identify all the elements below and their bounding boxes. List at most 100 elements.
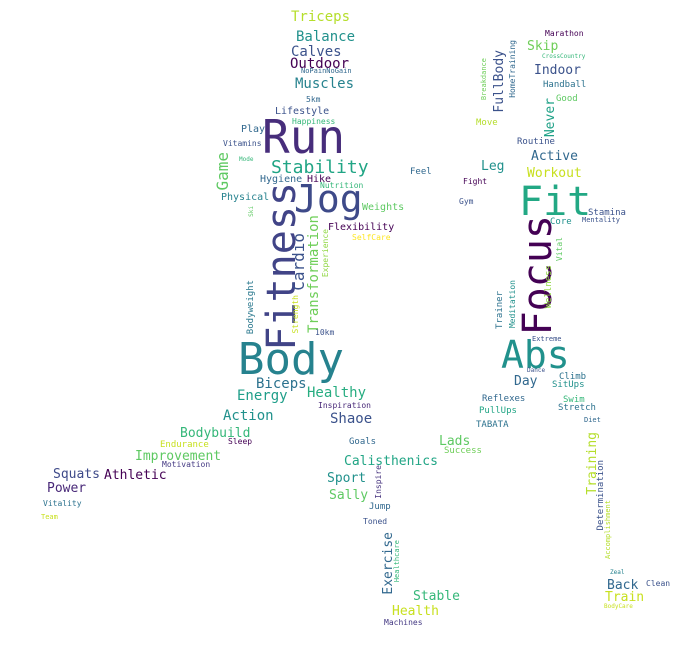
- word-10km: 10km: [315, 328, 335, 337]
- word-day: Day: [514, 374, 538, 389]
- word-outdoor: Outdoor: [290, 56, 350, 72]
- word-swim: Swim: [563, 395, 585, 405]
- word-happiness: Happiness: [292, 117, 336, 126]
- word-improvement: Improvement: [135, 449, 222, 464]
- word-feel: Feel: [410, 167, 432, 177]
- word-motivation: Motivation: [162, 460, 211, 469]
- word-sport: Sport: [327, 471, 367, 486]
- word-handball: Handball: [543, 80, 587, 90]
- word-fight: Fight: [463, 177, 488, 186]
- word-endurance: Endurance: [160, 440, 209, 450]
- word-action: Action: [223, 408, 274, 424]
- word-lifestyle: Lifestyle: [275, 106, 330, 117]
- word-fit: Fit: [519, 179, 592, 225]
- word-flexibility: Flexibility: [328, 222, 395, 233]
- word-ski: Ski: [248, 206, 255, 217]
- word-balance: Balance: [296, 29, 356, 45]
- word-calves: Calves: [291, 44, 342, 60]
- word-energy: Energy: [237, 388, 288, 404]
- word-accomplishment: Accomplishment: [604, 500, 612, 560]
- word-power: Power: [47, 481, 87, 496]
- word-nutrition: Nutrition: [320, 181, 364, 190]
- word-physical: Physical: [221, 192, 270, 203]
- word-hike: Hike: [307, 174, 332, 185]
- word-inspiration: Inspiration: [318, 401, 371, 410]
- word-bodybuild: Bodybuild: [180, 426, 251, 441]
- word-5km: 5km: [306, 95, 321, 104]
- word-gym: Gym: [459, 197, 474, 206]
- word-play: Play: [241, 124, 266, 135]
- word-indoor: Indoor: [534, 63, 581, 78]
- word-toned: Toned: [363, 517, 388, 526]
- word-clean: Clean: [646, 579, 671, 588]
- word-workout: Workout: [527, 166, 582, 181]
- word-climb: Climb: [559, 372, 587, 382]
- word-inspire: Inspire: [374, 465, 383, 499]
- word-back: Back: [607, 578, 639, 593]
- word-healthcare: Healthcare: [393, 540, 401, 583]
- word-trainer: Trainer: [495, 291, 505, 329]
- word-biceps: Biceps: [256, 376, 307, 392]
- word-never: Never: [543, 98, 558, 138]
- word-machines: Machines: [384, 618, 423, 627]
- word-hometraining: HomeTraining: [508, 40, 517, 98]
- word-mode: Mode: [239, 156, 254, 163]
- word-run: Run: [262, 110, 346, 164]
- word-dance: Dance: [527, 367, 546, 374]
- word-hygiene: Hygiene: [260, 174, 303, 185]
- word-health: Health: [392, 604, 439, 619]
- word-routine: Routine: [517, 137, 555, 147]
- word-jog: Jog: [294, 177, 363, 221]
- word-vitamins: Vitamins: [223, 139, 262, 148]
- word-fullbody: FullBody: [492, 50, 507, 113]
- word-lads: Lads: [439, 434, 471, 449]
- word-selfcare: SelfCare: [352, 233, 391, 242]
- word-breakdance: Breakdance: [480, 58, 488, 101]
- word-abs: Abs: [501, 333, 570, 377]
- word-meditation: Meditation: [508, 280, 517, 329]
- word-triceps: Triceps: [291, 9, 351, 25]
- word-goals: Goals: [349, 437, 377, 447]
- word-cardio: Cardio: [289, 233, 308, 291]
- word-core: Core: [550, 217, 572, 227]
- word-reflexes: Reflexes: [482, 394, 526, 404]
- word-weights: Weights: [362, 202, 405, 213]
- word-marathon: Marathon: [545, 29, 584, 38]
- word-situps: SitUps: [552, 380, 585, 390]
- word-stability: Stability: [271, 157, 369, 178]
- word-pullups: PullUps: [479, 406, 517, 416]
- word-calisthenics: Calisthenics: [344, 454, 438, 469]
- word-sally: Sally: [329, 488, 369, 503]
- word-wellness: Wellness: [544, 265, 554, 309]
- word-body: Body: [238, 334, 344, 385]
- word-diet: Diet: [584, 416, 601, 424]
- word-success: Success: [444, 446, 482, 456]
- word-bodycare: BodyCare: [604, 603, 633, 610]
- word-stretch: Stretch: [558, 403, 596, 413]
- word-good: Good: [556, 94, 578, 104]
- word-bodyweight: Bodyweight: [246, 280, 256, 335]
- word-experience: Experience: [321, 229, 330, 278]
- word-strength: Strength: [291, 295, 300, 334]
- word-extreme: Extreme: [532, 335, 562, 343]
- word-sleep: Sleep: [228, 437, 253, 446]
- word-active: Active: [531, 149, 578, 164]
- word-nopainnogain: NoPainNoGain: [301, 67, 352, 75]
- word-zeal: Zeal: [610, 569, 625, 576]
- word-athletic: Athletic: [104, 468, 167, 483]
- word-shaoe: Shaoe: [330, 411, 373, 427]
- word-healthy: Healthy: [307, 385, 367, 401]
- word-crosscountry: CrossCountry: [542, 53, 586, 60]
- word-stamina: Stamina: [588, 208, 626, 218]
- word-transformation: Transformation: [306, 215, 322, 334]
- word-leg: Leg: [481, 159, 505, 174]
- word-stable: Stable: [413, 589, 460, 604]
- word-tabata: TABATA: [476, 420, 509, 430]
- word-skip: Skip: [527, 39, 559, 54]
- word-mentality: Mentality: [582, 216, 620, 224]
- word-vitality: Vitality: [43, 499, 82, 508]
- word-team: Team: [41, 513, 58, 521]
- word-vital: Vital: [555, 237, 564, 262]
- word-game: Game: [213, 152, 232, 191]
